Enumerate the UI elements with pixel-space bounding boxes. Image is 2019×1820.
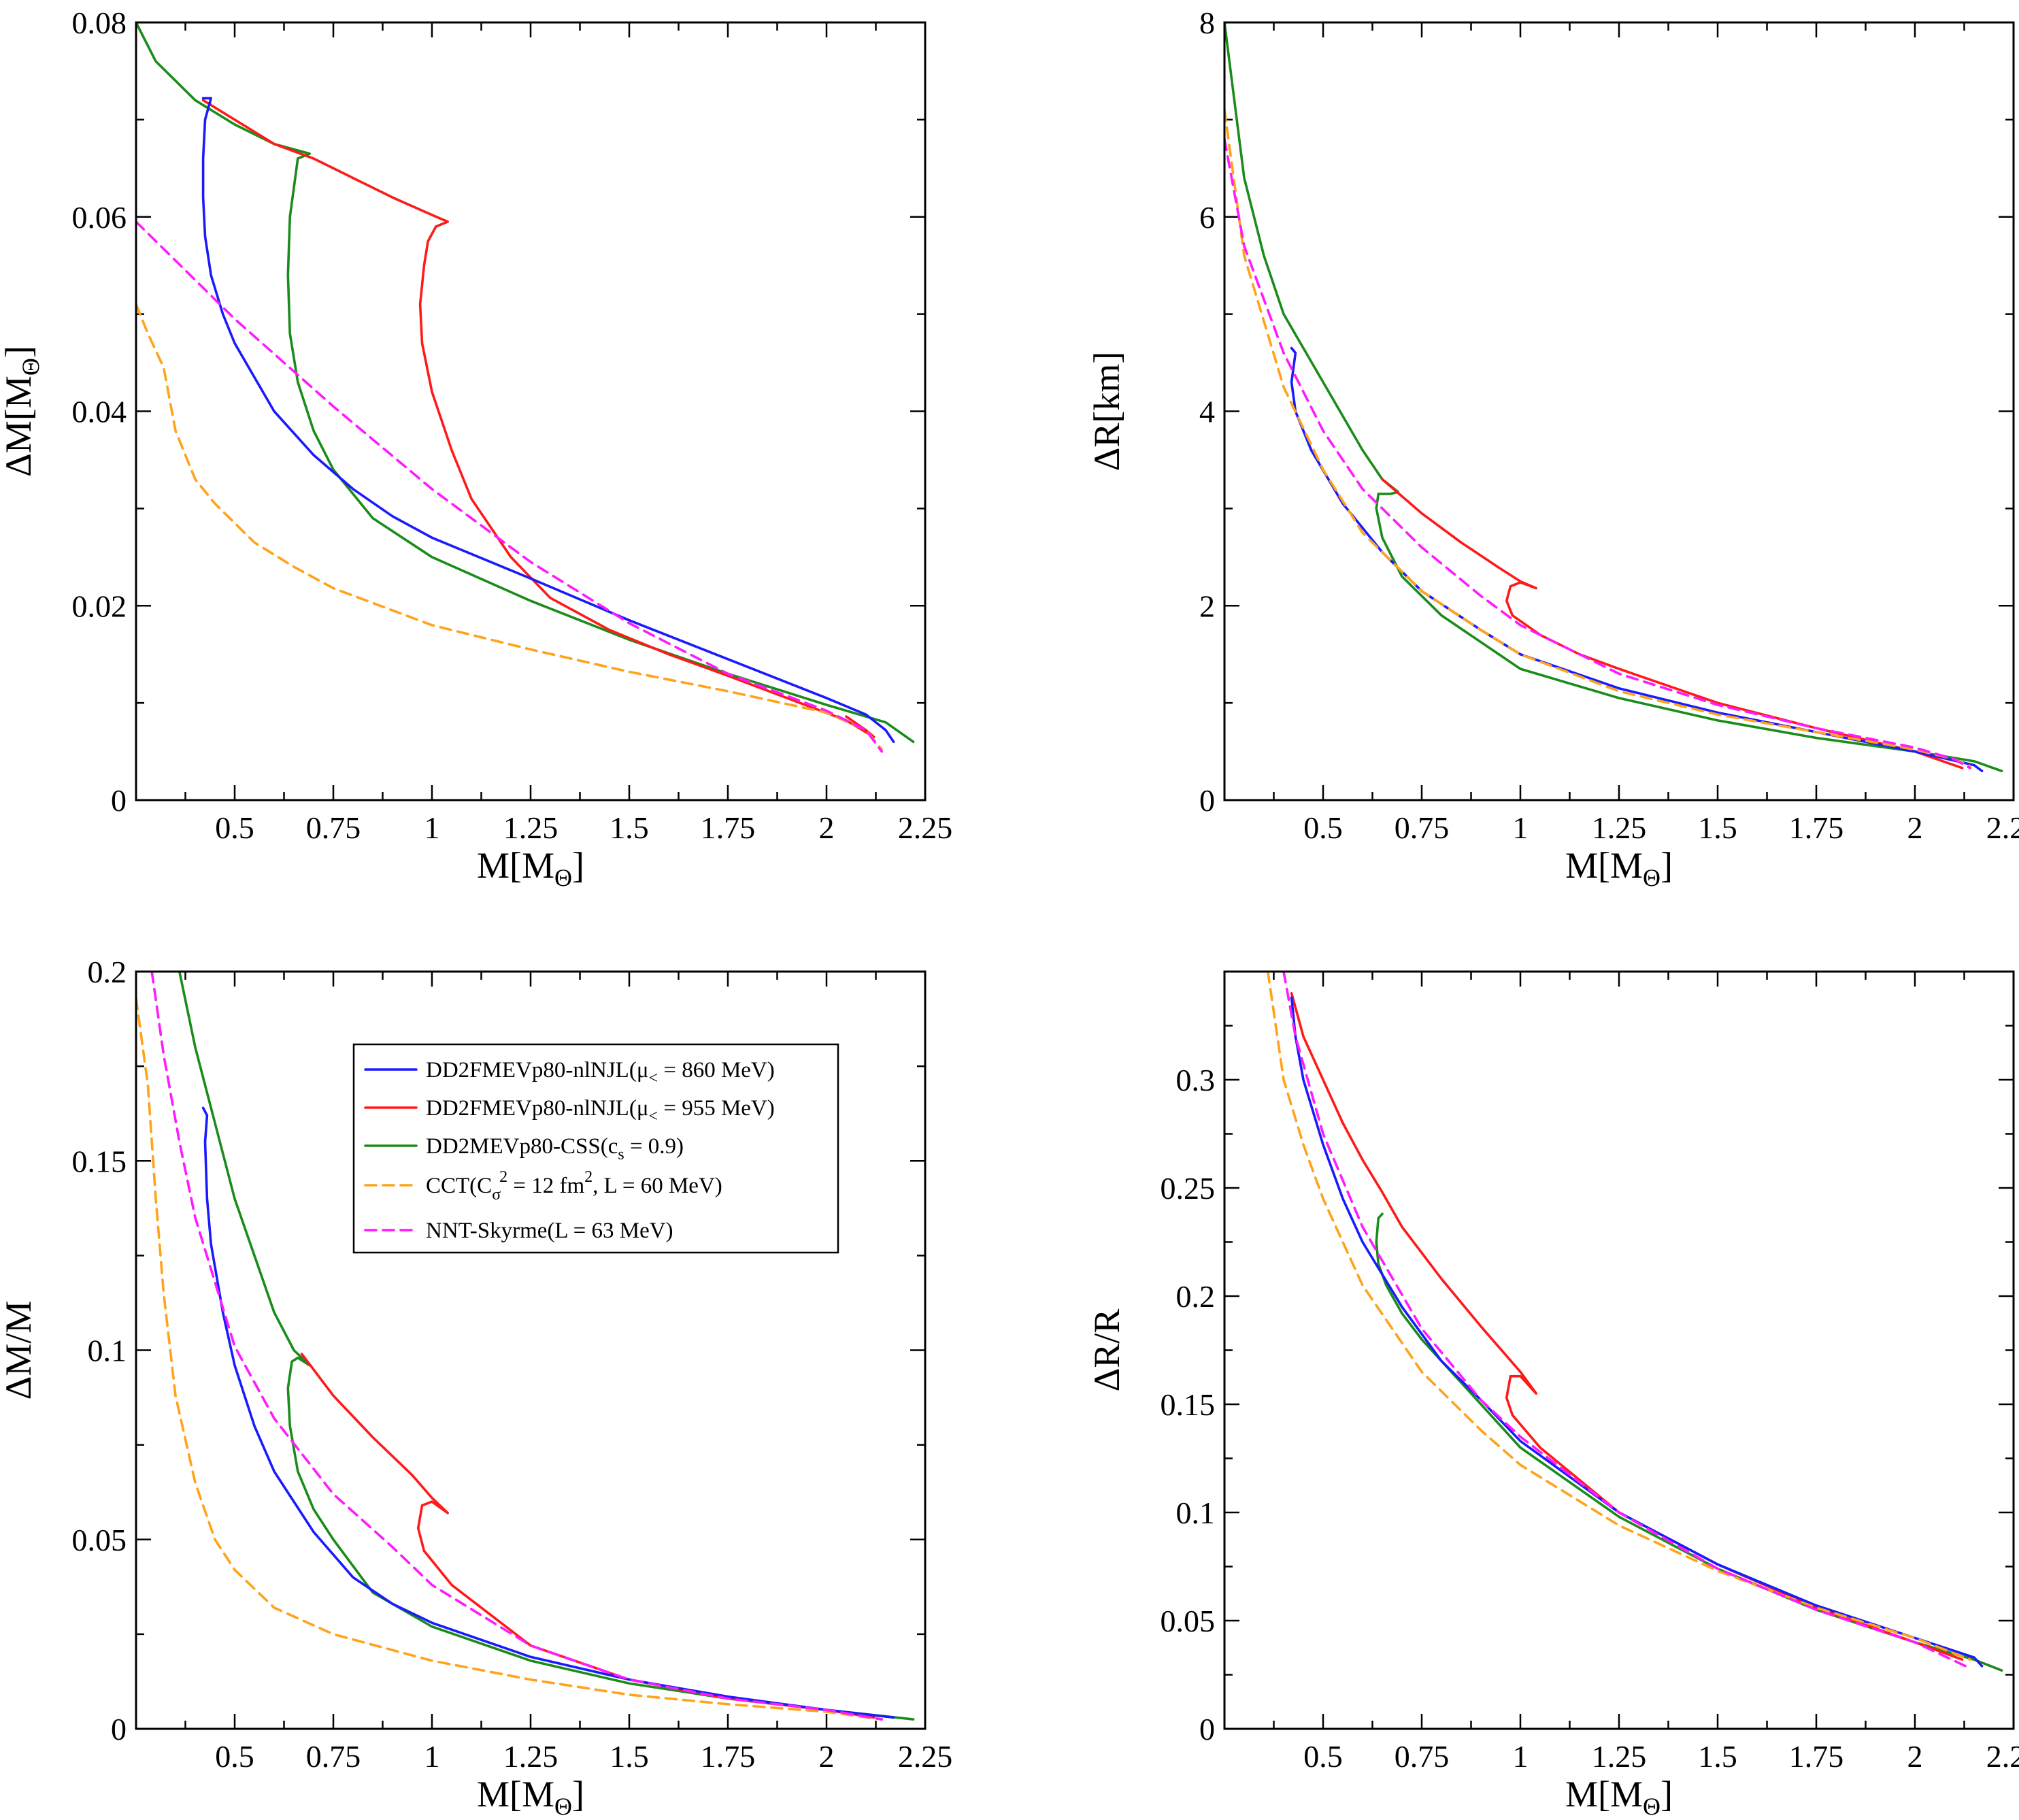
series-magenta — [1282, 972, 1971, 1670]
y-tick-label: 0.05 — [1161, 1604, 1216, 1638]
x-tick-label: 2.25 — [898, 1739, 953, 1774]
panel-delta-r: 0.5 0.75 1 1.25 1.5 1.75 2 2.25 0 2 4 6 8 M[MΘ] ΔR[km] — [1086, 5, 2019, 891]
y-tick-label: 0 — [111, 1712, 127, 1747]
y-tick-label: 0 — [1199, 1712, 1215, 1747]
x-tick-label: 1.75 — [701, 1739, 756, 1774]
y-axis-label: ΔM/M — [0, 1301, 39, 1400]
x-tick-label: 0.5 — [215, 810, 254, 845]
x-tick-label: 0.75 — [306, 810, 361, 845]
legend-box — [352, 1043, 839, 1254]
series-orange — [1224, 108, 1971, 767]
series-blue — [201, 97, 895, 744]
y-tick-label: 0.08 — [72, 5, 127, 40]
panel-delta-m-over-m: 0.5 0.75 1 1.25 1.5 1.75 2 2.25 0 0.05 0.1 0.15 0.2 M… — [0, 955, 952, 1820]
y-tick-label: 0.05 — [72, 1523, 127, 1557]
series-green — [178, 972, 915, 1721]
series-blue — [201, 1106, 895, 1719]
series-magenta — [1224, 137, 1971, 770]
series-orange — [136, 997, 883, 1721]
panel-delta-m: 0.5 0.75 1 1.25 1.5 1.75 2 2.25 0 0.02 0.04 0.06 0.0… — [0, 5, 952, 891]
series-magenta — [136, 220, 883, 753]
y-tick-label: 0.15 — [1161, 1387, 1216, 1422]
y-axis-label: ΔM[MΘ] — [0, 346, 44, 477]
x-tick-label: 2 — [819, 1739, 835, 1774]
y-tick-label: 0.06 — [72, 200, 127, 235]
y-axis-label: ΔR/R — [1086, 1309, 1127, 1392]
legend: DD2FMEVp80-nlNJL(μ< = 860 MeV) DD2FMEVp8… — [352, 1043, 839, 1254]
legend-label-orange: CCT(Cσ2 = 12 fm2, L = 60 MeV) — [426, 1168, 722, 1204]
series-group — [1224, 22, 2003, 772]
y-tick-label: 0.2 — [1176, 1279, 1216, 1314]
x-tick-label: 0.75 — [1395, 810, 1450, 845]
series-blue — [1290, 996, 1984, 1668]
x-axis-label: M[MΘ] — [477, 1774, 584, 1820]
y-tick-label: 0 — [1199, 783, 1215, 818]
x-tick-label: 1.5 — [610, 810, 649, 845]
series-orange — [1267, 972, 1971, 1661]
y-tick-label: 0.15 — [72, 1144, 127, 1178]
y-tick-label: 0.04 — [72, 395, 127, 429]
x-tick-label: 0.75 — [1395, 1739, 1450, 1774]
y-tick-label: 0 — [111, 783, 127, 818]
y-tick-label: 4 — [1199, 395, 1215, 429]
x-tick-label: 1.25 — [1592, 1739, 1647, 1774]
series-green — [136, 22, 915, 744]
x-tick-label: 1 — [424, 810, 440, 845]
x-tick-label: 0.5 — [215, 1739, 254, 1774]
series-magenta — [150, 972, 883, 1721]
x-tick-label: 1.5 — [610, 1739, 649, 1774]
legend-label-blue: DD2FMEVp80-nlNJL(μ< = 860 MeV) — [426, 1058, 775, 1087]
x-tick-label: 1 — [424, 1739, 440, 1774]
plot-frame — [135, 970, 927, 1730]
x-tick-label: 1.25 — [1592, 810, 1647, 845]
plot-frame — [135, 21, 927, 801]
series-orange — [136, 303, 883, 751]
series-green — [1224, 22, 2003, 772]
legend-label-magenta: NNT-Skyrme(L = 63 MeV) — [426, 1219, 673, 1243]
y-tick-label: 0.02 — [72, 589, 127, 623]
y-tick-label: 0.2 — [88, 955, 127, 989]
x-tick-label: 0.75 — [306, 1739, 361, 1774]
y-tick-label: 0.25 — [1161, 1171, 1216, 1206]
plot-frame — [1223, 21, 2015, 801]
plot-frame — [1223, 970, 2015, 1730]
x-tick-label: 1.5 — [1698, 810, 1737, 845]
y-tick-label: 0.3 — [1176, 1063, 1216, 1097]
x-axis-label: M[MΘ] — [477, 845, 584, 891]
y-tick-label: 8 — [1199, 5, 1215, 40]
x-tick-label: 2 — [1907, 810, 1923, 845]
x-tick-label: 2 — [1907, 1739, 1923, 1774]
x-tick-label: 1.75 — [1789, 1739, 1844, 1774]
series-red — [201, 99, 875, 738]
x-tick-label: 1.75 — [1789, 810, 1844, 845]
series-group — [1267, 972, 2003, 1672]
y-tick-label: 0.1 — [88, 1334, 127, 1368]
x-axis-label: M[MΘ] — [1565, 1774, 1673, 1820]
x-tick-label: 1.5 — [1698, 1739, 1737, 1774]
series-group — [136, 972, 915, 1721]
x-tick-label: 1.75 — [701, 810, 756, 845]
x-axis-label: M[MΘ] — [1565, 845, 1673, 891]
x-tick-label: 1.25 — [503, 810, 558, 845]
x-tick-label: 1 — [1513, 810, 1529, 845]
legend-label-green: DD2MEVp80-CSS(cs = 0.9) — [426, 1134, 684, 1163]
legend-label-red: DD2FMEVp80-nlNJL(μ< = 955 MeV) — [426, 1096, 775, 1125]
y-tick-label: 0.1 — [1176, 1495, 1216, 1530]
x-tick-label: 2.25 — [1986, 1739, 2019, 1774]
series-red — [1381, 478, 1964, 770]
x-tick-label: 1 — [1513, 1739, 1529, 1774]
y-tick-label: 6 — [1199, 200, 1215, 235]
y-tick-label: 2 — [1199, 589, 1215, 623]
x-tick-label: 1.25 — [503, 1739, 558, 1774]
series-group — [136, 22, 915, 753]
x-tick-label: 2.25 — [1986, 810, 2019, 845]
x-tick-label: 0.5 — [1303, 1739, 1343, 1774]
x-tick-label: 2 — [819, 810, 835, 845]
panel-delta-r-over-r: 0.5 0.75 1 1.25 1.5 1.75 2 2.25 0 0.05 0.1 0.15 0.2 0… — [1086, 970, 2019, 1820]
x-tick-label: 0.5 — [1303, 810, 1343, 845]
y-axis-label: ΔR[km] — [1086, 352, 1127, 471]
x-tick-label: 2.25 — [898, 810, 953, 845]
